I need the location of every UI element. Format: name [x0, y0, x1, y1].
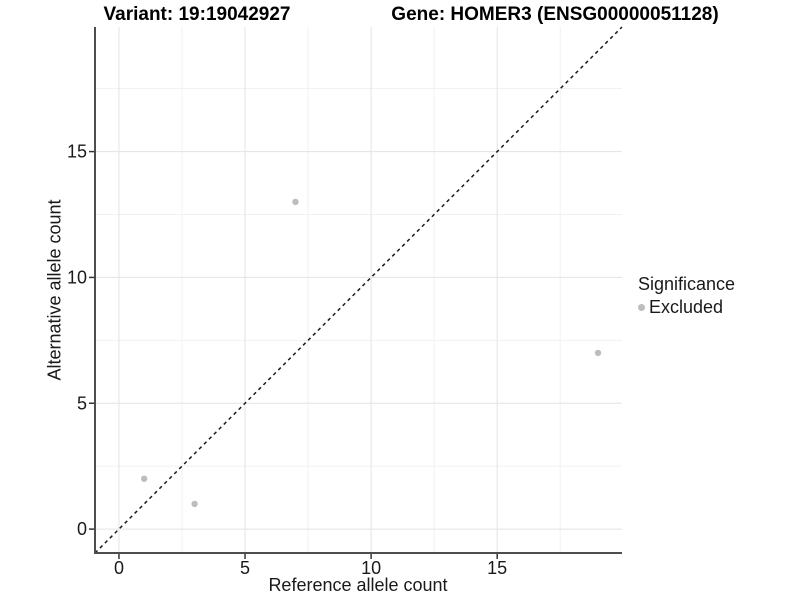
data-point: [140, 475, 148, 482]
legend-title: Significance: [638, 274, 736, 294]
data-point: [594, 349, 602, 357]
identity-line: [94, 26, 623, 554]
y-tick-label: 0: [77, 519, 87, 539]
major-gridlines: [95, 27, 622, 553]
legend-item-excluded: Excluded: [638, 297, 735, 318]
axis-lines: [94, 27, 622, 554]
x-tick-label: 15: [487, 558, 507, 578]
x-tick-label: 0: [114, 558, 124, 578]
y-tick-label: 15: [67, 142, 87, 162]
x-tick-label: 10: [361, 558, 381, 578]
legend-dot-icon: [638, 304, 645, 311]
data-points: [140, 198, 602, 508]
y-tick-label: 5: [77, 393, 87, 413]
data-point: [191, 500, 198, 508]
legend: Significance Excluded: [638, 274, 735, 318]
axis-ticks: 0 5 10 15 0 5 10 15: [67, 142, 507, 578]
variant-title: Variant: 19:19042927: [103, 4, 291, 25]
gene-title: Gene: HOMER3 (ENSG00000051128): [391, 4, 719, 25]
x-tick-label: 5: [240, 558, 250, 578]
y-axis-label: Alternative allele count: [44, 199, 65, 381]
legend-item-label: Excluded: [649, 297, 724, 317]
data-point: [292, 198, 299, 206]
y-tick-label: 10: [67, 267, 87, 287]
x-axis-label: Reference allele count: [268, 575, 448, 595]
minor-gridlines: [95, 27, 622, 553]
